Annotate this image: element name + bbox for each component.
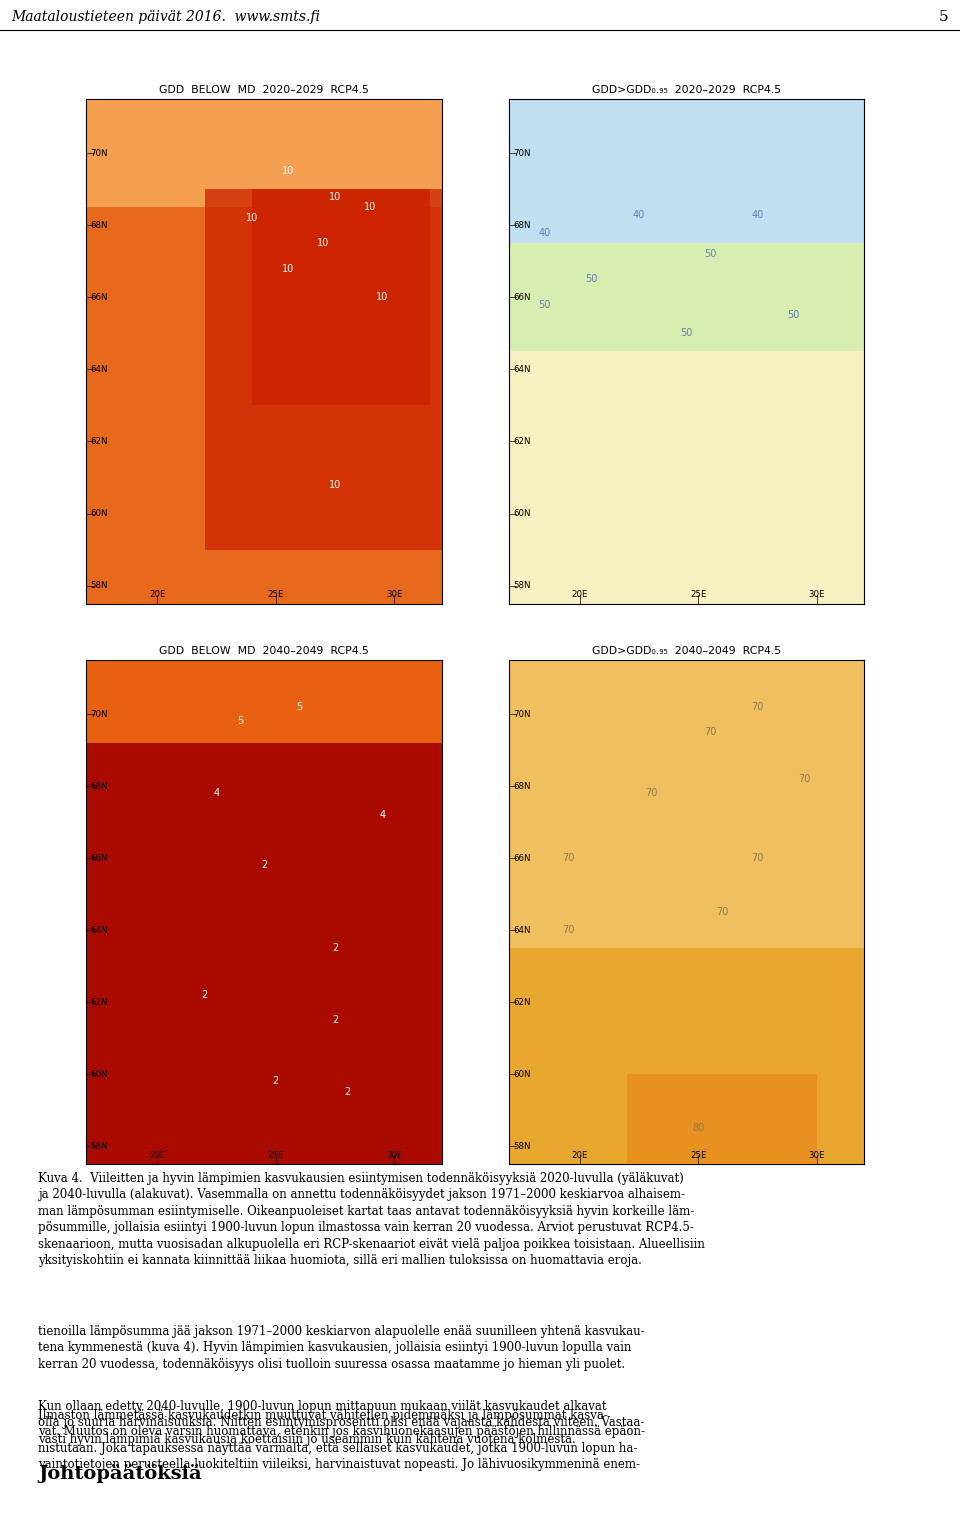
Text: 70: 70	[645, 788, 657, 798]
Text: 68N: 68N	[513, 782, 531, 790]
Text: 4: 4	[379, 810, 386, 821]
Text: 25E: 25E	[268, 590, 284, 599]
Text: 2: 2	[202, 990, 208, 999]
Bar	[509, 99, 864, 243]
Text: 40: 40	[633, 209, 645, 220]
Text: 64N: 64N	[90, 365, 108, 374]
Text: 25E: 25E	[268, 1151, 284, 1160]
Text: 10: 10	[317, 238, 329, 249]
Text: 66N: 66N	[90, 293, 108, 303]
Text: 10: 10	[246, 214, 258, 223]
Text: 10: 10	[329, 191, 341, 202]
Text: 60N: 60N	[90, 1070, 108, 1079]
Text: 25E: 25E	[690, 590, 707, 599]
Text: 60N: 60N	[513, 509, 531, 518]
Text: Maataloustieteen päivät 2016.  www.smts.fi: Maataloustieteen päivät 2016. www.smts.f…	[12, 9, 321, 24]
Text: 50: 50	[681, 329, 692, 338]
Text: 70N: 70N	[513, 709, 531, 718]
Text: 70: 70	[562, 853, 574, 863]
Text: 70N: 70N	[513, 148, 531, 157]
Text: 10: 10	[329, 480, 341, 489]
Text: 58N: 58N	[513, 1141, 531, 1151]
Text: 2: 2	[261, 860, 267, 871]
Text: 66N: 66N	[513, 854, 531, 863]
Text: 25E: 25E	[690, 1151, 707, 1160]
Text: 66N: 66N	[513, 293, 531, 303]
Text: 5: 5	[939, 9, 948, 24]
Text: GDD>GDD₀.₉₅  2020–2029  RCP4.5: GDD>GDD₀.₉₅ 2020–2029 RCP4.5	[591, 84, 781, 95]
Text: 62N: 62N	[513, 437, 531, 446]
Text: 62N: 62N	[513, 998, 531, 1007]
Bar	[627, 1074, 817, 1164]
Text: 64N: 64N	[90, 926, 108, 935]
Text: 68N: 68N	[90, 782, 108, 790]
Text: 68N: 68N	[90, 222, 108, 229]
Text: GDD>GDD₀.₉₅  2040–2049  RCP4.5: GDD>GDD₀.₉₅ 2040–2049 RCP4.5	[591, 645, 781, 656]
Text: 58N: 58N	[513, 581, 531, 590]
Text: 66N: 66N	[90, 854, 108, 863]
Text: 50: 50	[539, 299, 550, 310]
Text: Kun ollaan edetty 2040-luvulle, 1900-luvun lopun mittapuun mukaan viilät kasvuka: Kun ollaan edetty 2040-luvulle, 1900-luv…	[38, 1400, 645, 1445]
Text: 58N: 58N	[90, 1141, 108, 1151]
Text: 70: 70	[752, 853, 763, 863]
Text: 20E: 20E	[149, 590, 166, 599]
Text: 60N: 60N	[513, 1070, 531, 1079]
Text: 2: 2	[332, 1015, 338, 1025]
Text: 2: 2	[273, 1077, 279, 1086]
Text: 40: 40	[539, 228, 550, 237]
Text: Ilmaston lämmetässä kasvukaudetkin muuttuvat vähitellen pidemmäksi ja lämpösumma: Ilmaston lämmetässä kasvukaudetkin muutt…	[38, 1409, 645, 1471]
Text: 70N: 70N	[90, 709, 108, 718]
Text: 20E: 20E	[571, 590, 588, 599]
Bar	[252, 189, 430, 405]
Text: tienoilla lämpösumma jää jakson 1971–2000 keskiarvon alapuolelle enää suunilleen: tienoilla lämpösumma jää jakson 1971–200…	[38, 1325, 645, 1371]
Text: 20E: 20E	[149, 1151, 166, 1160]
Text: 60N: 60N	[90, 509, 108, 518]
Text: 64N: 64N	[513, 926, 531, 935]
Text: 50: 50	[704, 249, 716, 260]
Text: 10: 10	[281, 264, 294, 274]
Text: 4: 4	[213, 788, 220, 798]
Text: 2: 2	[344, 1088, 350, 1097]
Text: 10: 10	[376, 292, 389, 303]
Text: 30E: 30E	[808, 1151, 825, 1160]
Text: 70: 70	[716, 908, 728, 917]
Text: Kuva 4.  Viileitten ja hyvin lämpimien kasvukausien esiintymisen todennäköisyyks: Kuva 4. Viileitten ja hyvin lämpimien ka…	[38, 1172, 706, 1268]
Text: 58N: 58N	[90, 581, 108, 590]
Text: 5: 5	[237, 717, 244, 726]
Text: 62N: 62N	[90, 437, 108, 446]
Text: 30E: 30E	[386, 590, 402, 599]
Text: 70: 70	[799, 775, 811, 784]
Text: 40: 40	[752, 209, 763, 220]
Text: 70: 70	[704, 727, 716, 736]
Text: 80: 80	[692, 1123, 705, 1134]
Text: 50: 50	[787, 310, 799, 321]
Bar	[86, 99, 442, 208]
Text: 10: 10	[281, 167, 294, 176]
Text: 50: 50	[586, 275, 598, 284]
Text: 30E: 30E	[808, 590, 825, 599]
Text: 70N: 70N	[90, 148, 108, 157]
Bar	[204, 189, 442, 550]
Text: 20E: 20E	[571, 1151, 588, 1160]
Text: 5: 5	[297, 701, 302, 712]
Text: 2: 2	[332, 943, 338, 953]
Text: Johtopäätöksiä: Johtopäätöksiä	[38, 1464, 203, 1482]
Text: 64N: 64N	[513, 365, 531, 374]
Bar	[509, 243, 864, 351]
Text: 10: 10	[365, 202, 376, 212]
Bar	[509, 660, 864, 949]
Text: 70: 70	[752, 701, 763, 712]
Text: 70: 70	[562, 926, 574, 935]
Text: GDD  BELOW  MD  2020–2029  RCP4.5: GDD BELOW MD 2020–2029 RCP4.5	[159, 84, 369, 95]
Text: 30E: 30E	[386, 1151, 402, 1160]
Bar	[86, 660, 442, 743]
Text: GDD  BELOW  MD  2040–2049  RCP4.5: GDD BELOW MD 2040–2049 RCP4.5	[159, 645, 369, 656]
Text: 68N: 68N	[513, 222, 531, 229]
Text: 62N: 62N	[90, 998, 108, 1007]
